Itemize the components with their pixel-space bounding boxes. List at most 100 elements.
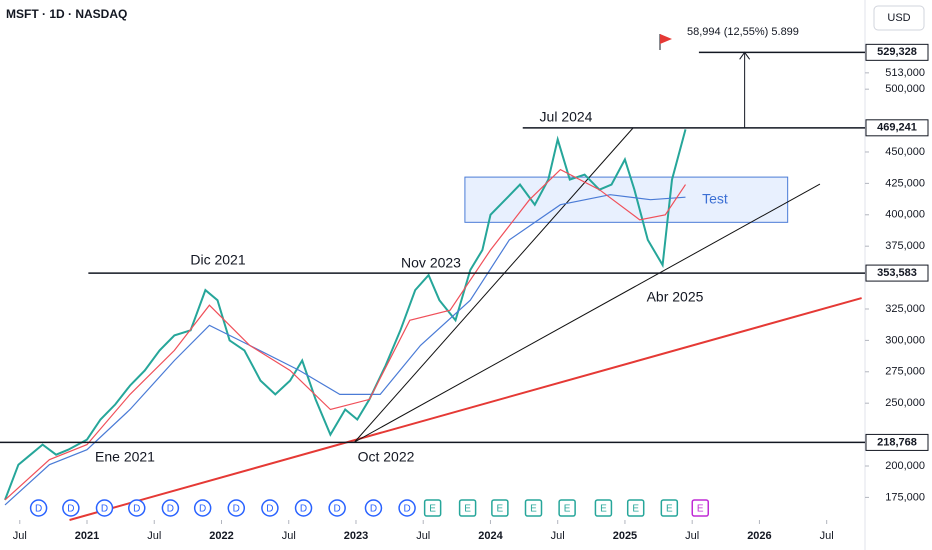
- event-icon: D: [227, 499, 246, 517]
- event-label: D: [101, 504, 108, 515]
- event-icon: D: [95, 499, 114, 517]
- event-label: D: [370, 504, 377, 515]
- trendline: [354, 127, 634, 443]
- x-tick-label: Jul: [416, 530, 430, 542]
- y-tick-label: 400,000: [885, 209, 925, 221]
- series-line: [4, 168, 686, 501]
- event-label: E: [464, 504, 471, 515]
- x-tick-label: Jul: [147, 530, 161, 542]
- event-icon: E: [458, 499, 477, 517]
- x-tick-label: Jul: [282, 530, 296, 542]
- level-label: 353,583: [877, 267, 917, 279]
- x-tick-label: 2023: [344, 530, 368, 542]
- event-label: E: [632, 504, 639, 515]
- y-tick-label: 200,000: [885, 460, 925, 472]
- event-badge: [128, 499, 146, 517]
- trendline: [69, 297, 862, 521]
- event-badge: [558, 499, 576, 517]
- event-label: D: [266, 504, 273, 515]
- y-tick-label: 450,000: [885, 146, 925, 158]
- annotation: Dic 2021: [190, 252, 245, 268]
- y-tick-label: 375,000: [885, 240, 925, 252]
- event-badge: [294, 499, 313, 517]
- annotation: Ene 2021: [95, 449, 155, 465]
- level-box: [865, 433, 929, 451]
- event-label: D: [167, 504, 174, 515]
- y-tick-label: 250,000: [885, 397, 925, 409]
- event-label: E: [429, 504, 436, 515]
- event-icon: D: [398, 499, 416, 517]
- x-tick-label: 2026: [747, 530, 771, 542]
- projection-label: 58,994 (12,55%) 5.899: [687, 26, 799, 38]
- event-label: E: [600, 504, 607, 515]
- currency-label[interactable]: USD: [887, 12, 910, 24]
- event-label: E: [530, 504, 537, 515]
- event-label: D: [334, 504, 341, 515]
- event-badge: [29, 499, 48, 517]
- event-icon: E: [491, 499, 509, 517]
- arrow-head: [739, 51, 751, 60]
- level-label: 218,768: [877, 436, 917, 448]
- event-icon: D: [193, 499, 212, 517]
- event-badge: [161, 499, 180, 517]
- event-label: D: [67, 504, 74, 515]
- event-label: D: [300, 504, 307, 515]
- y-tick-label: 325,000: [885, 303, 925, 315]
- event-label: E: [564, 504, 571, 515]
- event-badge: [691, 499, 710, 517]
- x-tick-label: Jul: [685, 530, 699, 542]
- series-line: [4, 194, 686, 506]
- event-icon: E: [626, 499, 645, 517]
- event-icon: E: [423, 499, 442, 517]
- event-badge: [491, 499, 509, 517]
- level-box: [865, 264, 929, 282]
- event-icon: D: [261, 499, 279, 517]
- event-label: E: [666, 504, 673, 515]
- x-tick-label: Jul: [820, 530, 834, 542]
- event-icon: D: [328, 499, 346, 517]
- x-tick-label: 2025: [613, 530, 637, 542]
- currency-button[interactable]: [873, 5, 925, 31]
- event-icon: E: [594, 499, 613, 517]
- event-label: E: [697, 504, 704, 515]
- event-icon: E: [691, 499, 710, 517]
- annotation: Oct 2022: [358, 449, 415, 465]
- event-badge: [95, 499, 114, 517]
- zone: [464, 176, 789, 223]
- trendline: [354, 183, 821, 443]
- event-icon: D: [62, 499, 80, 517]
- event-badge: [261, 499, 279, 517]
- y-tick-label: 300,000: [885, 334, 925, 346]
- event-badge: [328, 499, 346, 517]
- event-badge: [626, 499, 645, 517]
- event-label: D: [35, 504, 42, 515]
- event-badge: [458, 499, 477, 517]
- event-icon: E: [558, 499, 576, 517]
- event-badge: [423, 499, 442, 517]
- x-tick-label: Jul: [13, 530, 27, 542]
- event-badge: [524, 499, 543, 517]
- y-tick-label: 275,000: [885, 366, 925, 378]
- event-badge: [660, 499, 679, 517]
- y-tick-label: 500,000: [885, 83, 925, 95]
- series-line: [4, 129, 687, 501]
- annotation: Jul 2024: [540, 109, 593, 125]
- event-icon: D: [29, 499, 48, 517]
- zone-label: Test: [702, 190, 728, 206]
- event-badge: [62, 499, 80, 517]
- event-badge: [364, 499, 383, 517]
- x-tick-label: 2024: [478, 530, 503, 542]
- event-badge: [227, 499, 246, 517]
- annotation: Nov 2023: [401, 255, 461, 271]
- event-badge: [594, 499, 613, 517]
- event-label: D: [133, 504, 140, 515]
- level-box: [865, 119, 929, 137]
- chart-title: MSFT · 1D · NASDAQ: [6, 7, 127, 21]
- event-icon: D: [161, 499, 180, 517]
- event-label: D: [403, 504, 410, 515]
- event-label: E: [497, 504, 504, 515]
- x-tick-label: Jul: [551, 530, 565, 542]
- y-tick-label: 175,000: [885, 491, 925, 503]
- level-box: [865, 43, 929, 61]
